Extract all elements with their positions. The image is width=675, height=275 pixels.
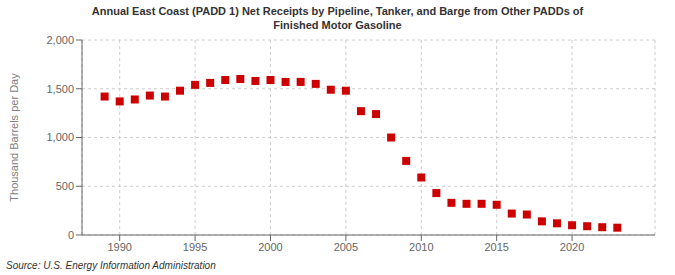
- svg-text:1,000: 1,000: [46, 131, 74, 143]
- svg-text:0: 0: [68, 229, 74, 241]
- svg-text:2000: 2000: [258, 241, 282, 253]
- svg-text:Thousand Barrels per Day: Thousand Barrels per Day: [8, 73, 20, 202]
- svg-text:1990: 1990: [107, 241, 131, 253]
- svg-text:2010: 2010: [409, 241, 433, 253]
- svg-text:1995: 1995: [183, 241, 207, 253]
- svg-text:2005: 2005: [334, 241, 358, 253]
- html-text:Annual East Coast (PADD 1) Net: Annual East Coast (PADD 1) Net Receipts …: [91, 5, 584, 17]
- svg-text:2020: 2020: [560, 241, 584, 253]
- svg-text:2,000: 2,000: [46, 34, 74, 46]
- html-text:Finished Motor Gasoline: Finished Motor Gasoline: [273, 19, 402, 31]
- svg-text:1,500: 1,500: [46, 83, 74, 95]
- svg-text:2015: 2015: [484, 241, 508, 253]
- svg-text:500: 500: [56, 180, 74, 192]
- html-text:Source: U.S. Energy Informatio: Source: U.S. Energy Information Administ…: [6, 260, 216, 271]
